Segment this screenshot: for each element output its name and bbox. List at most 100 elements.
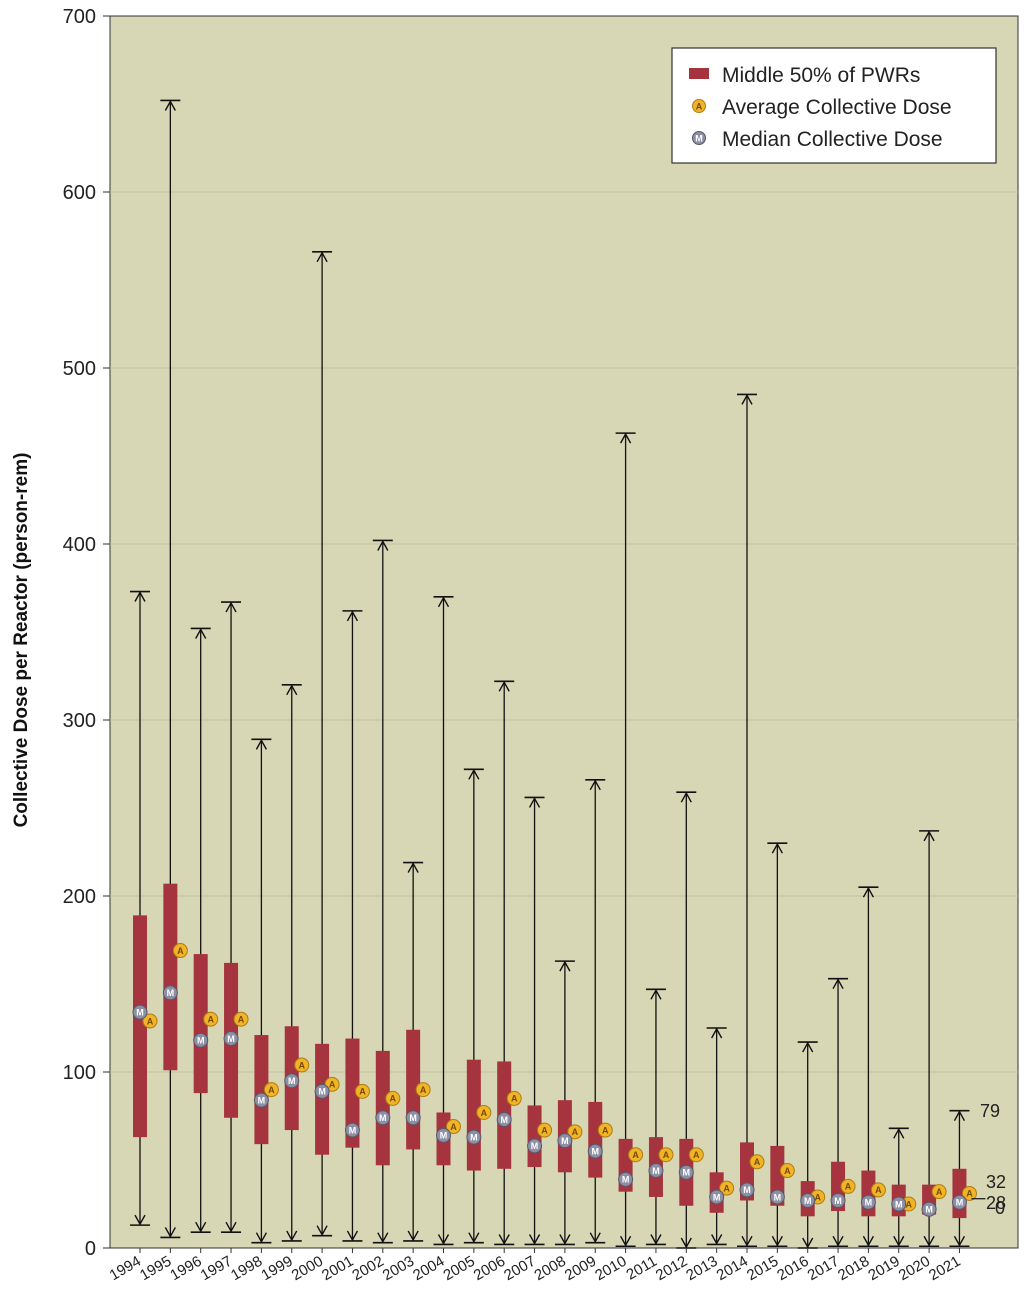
average-marker-2006	[506, 1090, 522, 1106]
max-arrow-2005	[468, 768, 480, 780]
median-marker-2004	[436, 1127, 451, 1143]
legend-median-letter: M	[695, 134, 703, 144]
average-letter-2004: A	[450, 1122, 457, 1132]
average-marker-2015	[779, 1163, 795, 1179]
median-marker-1999	[284, 1073, 300, 1089]
year-group-2003: AM	[403, 861, 431, 1242]
median-letter-2001: M	[349, 1125, 357, 1135]
x-axis-labels: 1994199519961997199819992000200120022003…	[107, 1248, 963, 1284]
legend-label-middle-50: Middle 50% of PWRs	[722, 64, 920, 87]
average-letter-2005: A	[481, 1108, 488, 1118]
average-letter-1997: A	[238, 1015, 245, 1025]
median-letter-1994: M	[136, 1007, 144, 1017]
average-letter-2006: A	[511, 1094, 518, 1104]
max-arrow-2010	[619, 432, 632, 444]
max-arrow-2016	[802, 1041, 814, 1053]
average-marker-2013	[719, 1180, 735, 1196]
y-axis-label: Collective Dose per Reactor (person-rem)	[11, 453, 32, 828]
max-arrow-1996	[195, 628, 207, 639]
min-arrow-2003	[407, 1230, 419, 1242]
min-arrow-2012	[680, 1237, 692, 1249]
average-marker-2008	[567, 1124, 583, 1140]
average-letter-2010: A	[632, 1150, 639, 1160]
median-letter-2016: M	[804, 1196, 812, 1206]
legend-median-icon	[692, 131, 706, 145]
average-letter-2017: A	[845, 1182, 852, 1192]
max-arrow-2000	[316, 251, 328, 263]
average-marker-2001	[354, 1083, 370, 1099]
median-letter-2000: M	[318, 1087, 326, 1097]
legend-label-median: Median Collective Dose	[722, 128, 943, 151]
median-letter-2010: M	[622, 1175, 630, 1185]
min-arrow-2017	[832, 1235, 844, 1247]
max-arrow-2020	[923, 830, 935, 842]
average-letter-1994: A	[147, 1016, 154, 1026]
year-group-1998: AM	[251, 738, 279, 1244]
year-group-2017: AM	[828, 977, 856, 1248]
median-letter-1999: M	[288, 1076, 296, 1086]
median-letter-2002: M	[379, 1113, 387, 1123]
average-marker-1998	[263, 1082, 279, 1098]
max-arrow-2013	[711, 1027, 723, 1039]
max-arrow-2002	[377, 540, 389, 551]
median-marker-2016	[800, 1192, 816, 1208]
median-marker-2019	[891, 1196, 907, 1212]
end-value-labels: 79 32 28 0	[980, 1101, 1006, 1218]
year-group-1995: AM	[160, 99, 188, 1239]
y-tick-label-500: 500	[63, 358, 96, 380]
median-letter-1998: M	[258, 1095, 266, 1105]
year-group-2016: AM	[797, 1041, 826, 1249]
year-group-2004: AM	[433, 595, 461, 1246]
min-arrow-2014	[741, 1235, 753, 1247]
median-letter-2013: M	[713, 1192, 721, 1202]
average-marker-2004	[446, 1119, 461, 1135]
year-group-2007: AM	[524, 796, 553, 1246]
average-letter-2001: A	[359, 1087, 366, 1097]
median-marker-2021	[951, 1194, 967, 1210]
max-arrow-2015	[771, 842, 783, 854]
year-group-2001: AM	[342, 610, 370, 1242]
year-group-2021: AM	[949, 1109, 977, 1248]
year-group-2008: AM	[554, 960, 583, 1246]
average-marker-2021	[961, 1185, 977, 1201]
legend: Middle 50% of PWRs A Average Collective …	[671, 47, 997, 164]
average-marker-2007	[537, 1122, 553, 1138]
min-arrow-1994	[134, 1214, 146, 1226]
median-letter-2007: M	[531, 1141, 539, 1151]
average-marker-1994	[142, 1013, 158, 1029]
year-group-2005: AM	[463, 768, 492, 1244]
median-marker-2003	[405, 1110, 421, 1126]
median-marker-2011	[648, 1163, 664, 1179]
median-marker-2006	[496, 1112, 512, 1128]
min-arrow-2011	[650, 1234, 662, 1245]
min-arrow-2002	[377, 1232, 389, 1244]
median-letter-2008: M	[561, 1136, 569, 1146]
average-letter-2002: A	[390, 1094, 397, 1104]
average-letter-2020: A	[936, 1187, 943, 1197]
min-arrow-1995	[164, 1227, 176, 1238]
y-tick-label-700: 700	[63, 6, 96, 28]
median-letter-2005: M	[470, 1132, 478, 1142]
y-tick-label-300: 300	[63, 710, 96, 732]
average-marker-1999	[294, 1057, 310, 1073]
average-letter-2019: A	[906, 1199, 913, 1209]
year-group-2019: AM	[888, 1127, 917, 1248]
year-group-2006: AM	[494, 680, 522, 1246]
legend-label-average: Average Collective Dose	[722, 96, 952, 119]
median-letter-2019: M	[895, 1199, 903, 1209]
y-tick-label-200: 200	[63, 886, 96, 908]
median-marker-2008	[557, 1133, 573, 1149]
average-letter-1999: A	[299, 1060, 306, 1070]
min-arrow-2001	[346, 1230, 359, 1242]
year-group-1997: AM	[221, 601, 249, 1233]
median-letter-1997: M	[227, 1034, 235, 1044]
average-marker-2009	[597, 1122, 613, 1138]
max-arrow-2012	[680, 791, 692, 803]
average-letter-1995: A	[177, 946, 184, 956]
min-arrow-1999	[286, 1230, 298, 1242]
year-group-2010: AM	[615, 432, 644, 1248]
year-group-2015: AM	[767, 842, 795, 1248]
end-label-min: 0	[995, 1198, 1005, 1218]
median-letter-1995: M	[167, 988, 175, 998]
average-letter-2007: A	[541, 1125, 548, 1135]
